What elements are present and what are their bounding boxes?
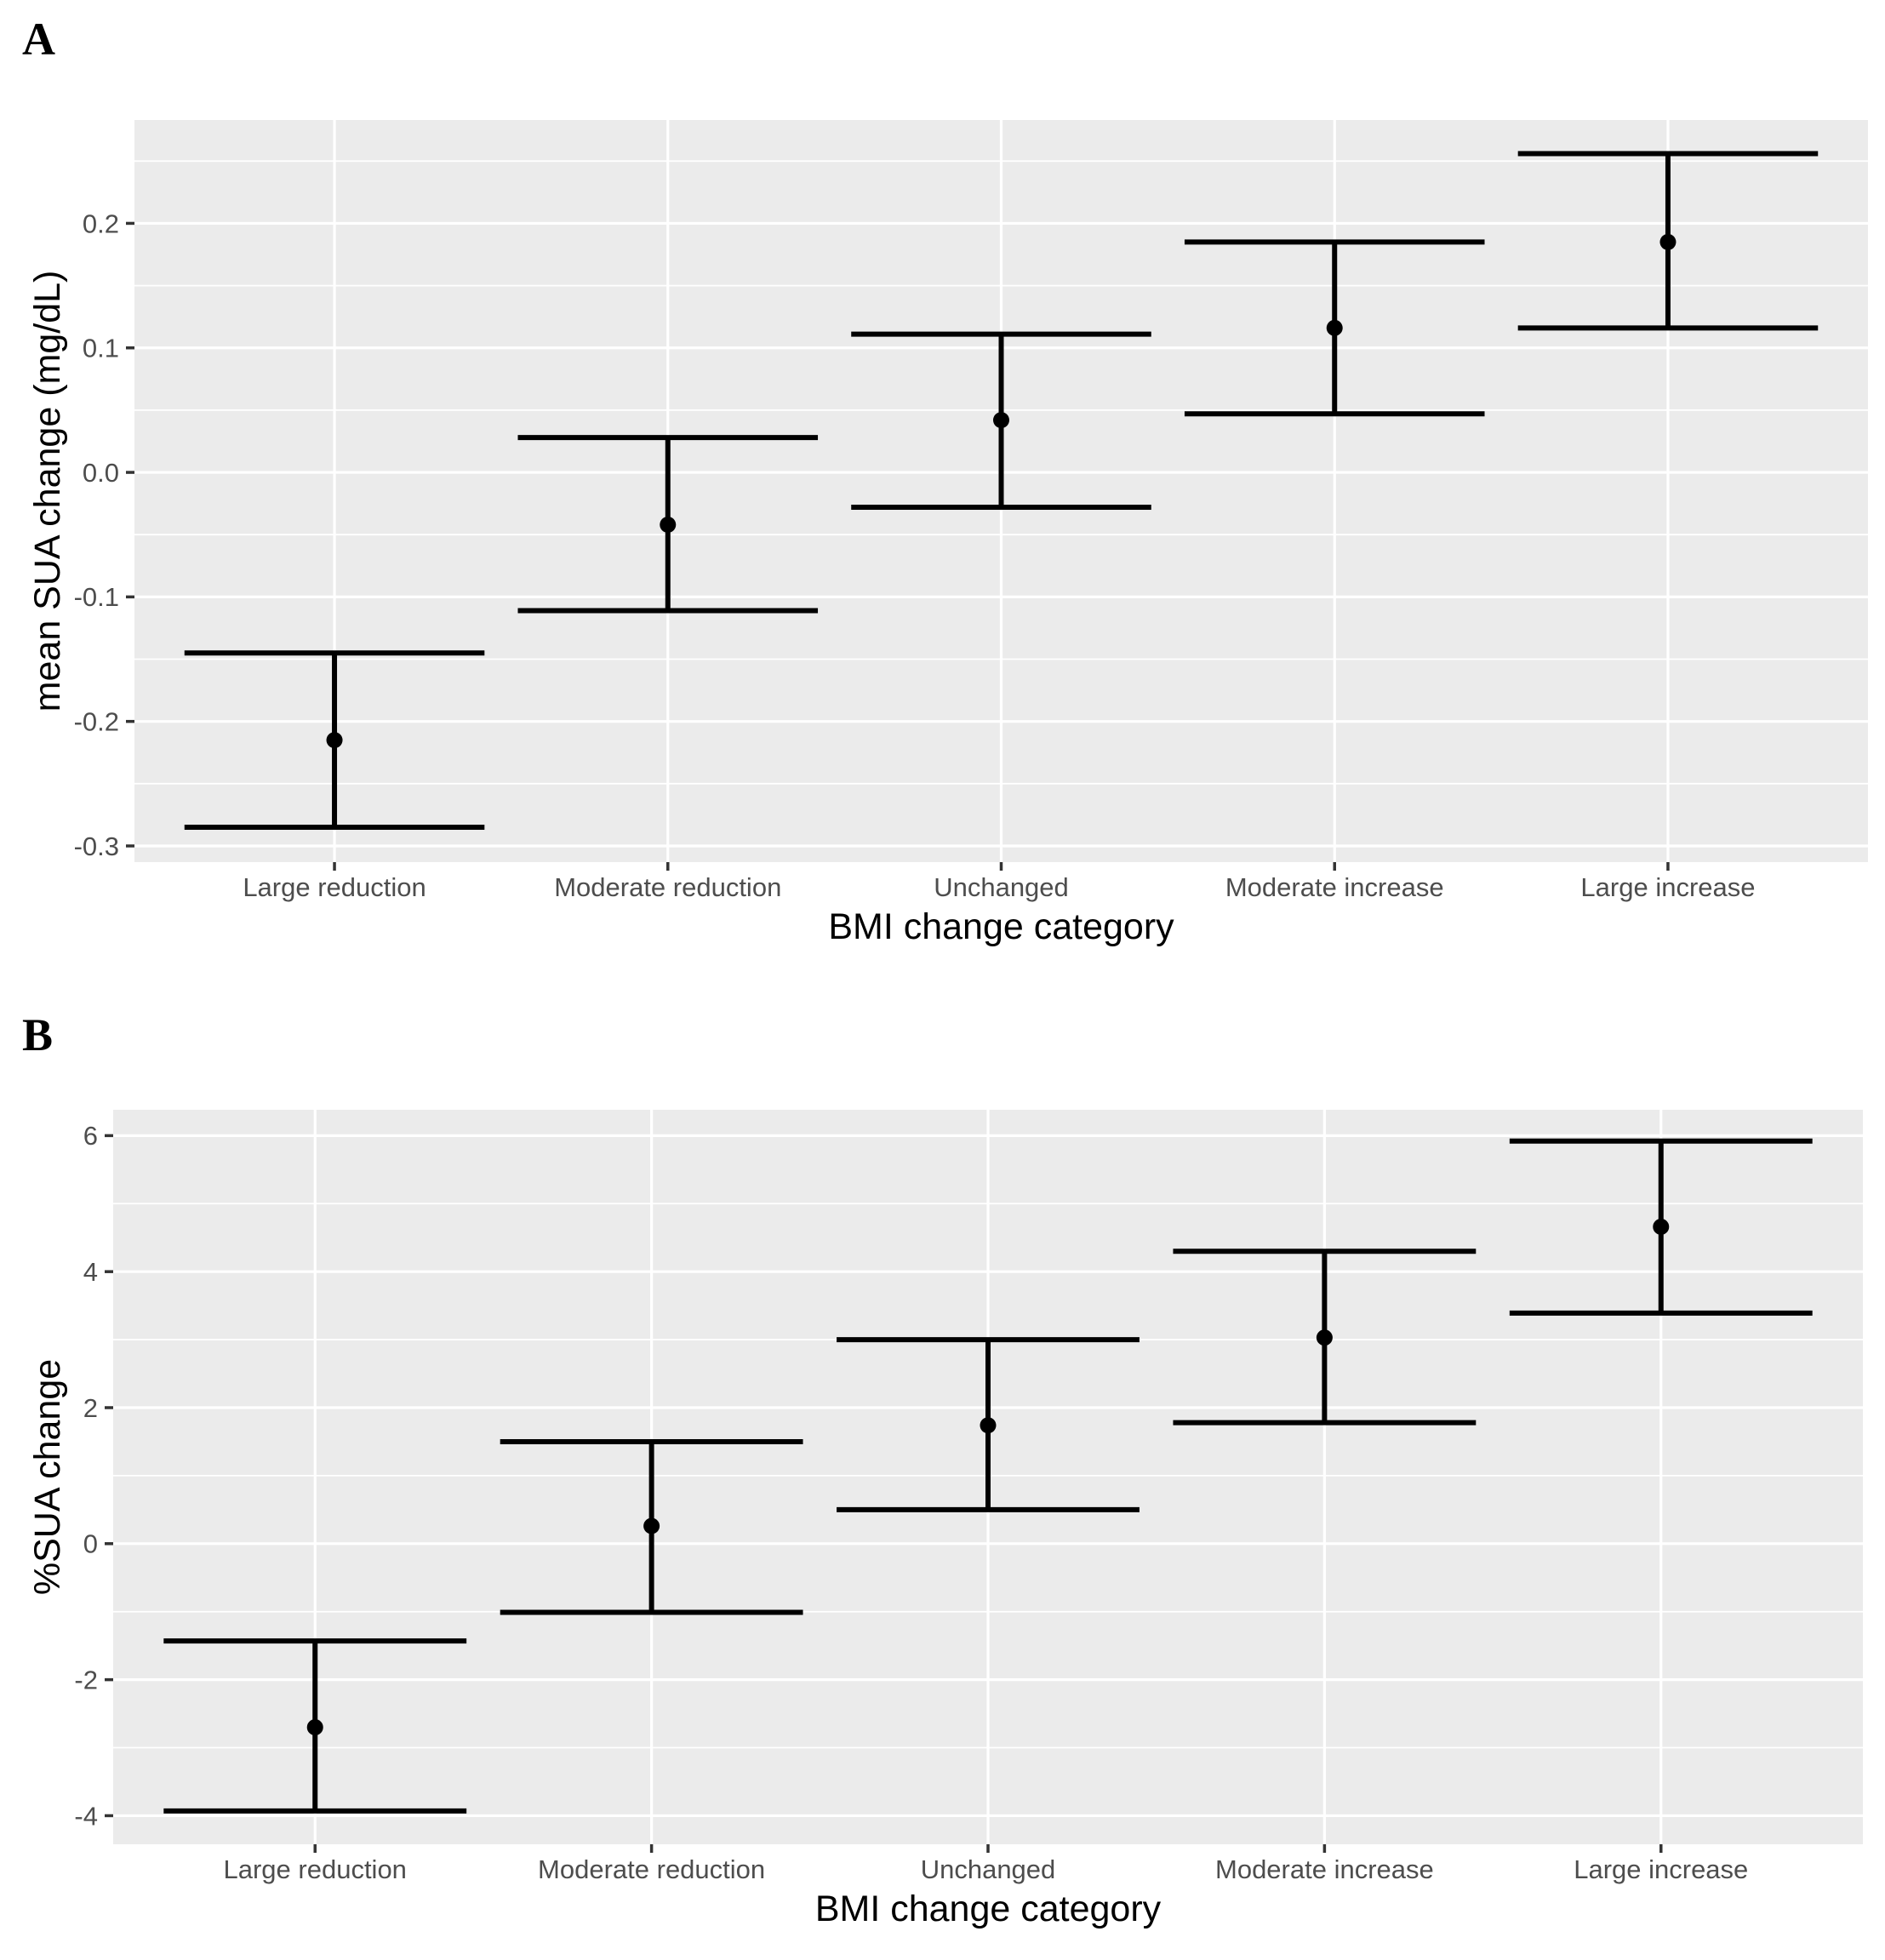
y-axis-title: mean SUA change (mg/dL) — [27, 271, 68, 712]
error-bar — [184, 650, 485, 831]
y-tick-label: -2 — [74, 1665, 98, 1694]
error-bar — [1517, 151, 1819, 331]
error-bar — [837, 1337, 1140, 1512]
panel-b: 6 4 2 0 -2 -4 Large reduction Moderate reductio… — [27, 1110, 1863, 1929]
x-tick-label: Large reduction — [243, 872, 426, 902]
x-axis-title: BMI change category — [828, 906, 1174, 947]
mean-point — [1653, 1218, 1670, 1235]
y-tick-label: -0.3 — [74, 831, 119, 861]
axis-ticks — [126, 221, 1670, 871]
x-tick-label: Large increase — [1580, 872, 1755, 902]
x-tick-label: Large increase — [1574, 1854, 1748, 1884]
x-tick-label: Moderate increase — [1225, 872, 1444, 902]
mean-point — [1659, 233, 1677, 250]
y-tick-label: 0.1 — [83, 334, 119, 363]
x-tick-label: Moderate reduction — [554, 872, 781, 902]
x-tick-label: Unchanged — [934, 872, 1069, 902]
x-tick-labels: Large reduction Moderate reduction Unchang… — [224, 1854, 1749, 1884]
mean-point — [326, 732, 343, 749]
axis-ticks — [105, 1134, 1663, 1853]
error-bar — [1509, 1138, 1813, 1316]
panel-b-label: B — [22, 1009, 54, 1060]
mean-point — [660, 517, 677, 534]
y-tick-labels: 0.2 0.1 0.0 -0.1 -0.2 -0.3 — [74, 209, 119, 861]
mean-point — [643, 1517, 660, 1534]
y-tick-label: -0.1 — [74, 582, 119, 612]
mean-point — [980, 1417, 997, 1434]
error-bar — [851, 331, 1151, 511]
error-bar — [1173, 1249, 1477, 1426]
y-tick-label: -4 — [74, 1801, 98, 1831]
mean-point — [993, 412, 1009, 429]
panel-a: 0.2 0.1 0.0 -0.1 -0.2 -0.3 Large reduction Mode… — [27, 120, 1868, 947]
error-bar — [163, 1638, 467, 1814]
y-tick-label: 2 — [83, 1393, 98, 1423]
y-tick-label: 6 — [83, 1121, 98, 1151]
x-tick-labels: Large reduction Moderate reduction Unchang… — [243, 872, 1755, 902]
panel-a-label: A — [22, 14, 55, 65]
x-tick-label: Large reduction — [224, 1854, 407, 1884]
mean-point — [306, 1719, 323, 1736]
x-tick-label: Moderate increase — [1215, 1854, 1434, 1884]
y-tick-label: 0 — [83, 1529, 98, 1559]
error-bar — [500, 1438, 803, 1615]
y-tick-label: -0.2 — [74, 707, 119, 737]
x-axis-title: BMI change category — [815, 1889, 1162, 1929]
error-bar — [517, 435, 819, 614]
x-tick-label: Unchanged — [921, 1854, 1056, 1884]
y-axis-title: %SUA change — [27, 1359, 68, 1595]
y-tick-label: 0.2 — [83, 209, 119, 238]
error-bar — [1184, 239, 1485, 417]
y-tick-label: 0.0 — [83, 458, 119, 488]
errorbar-series — [163, 1138, 1813, 1814]
mean-point — [1326, 319, 1343, 336]
x-tick-label: Moderate reduction — [538, 1854, 765, 1884]
mean-point — [1316, 1329, 1333, 1346]
errorbar-series — [184, 151, 1819, 831]
y-tick-labels: 6 4 2 0 -2 -4 — [74, 1121, 98, 1831]
y-tick-label: 4 — [83, 1257, 98, 1287]
